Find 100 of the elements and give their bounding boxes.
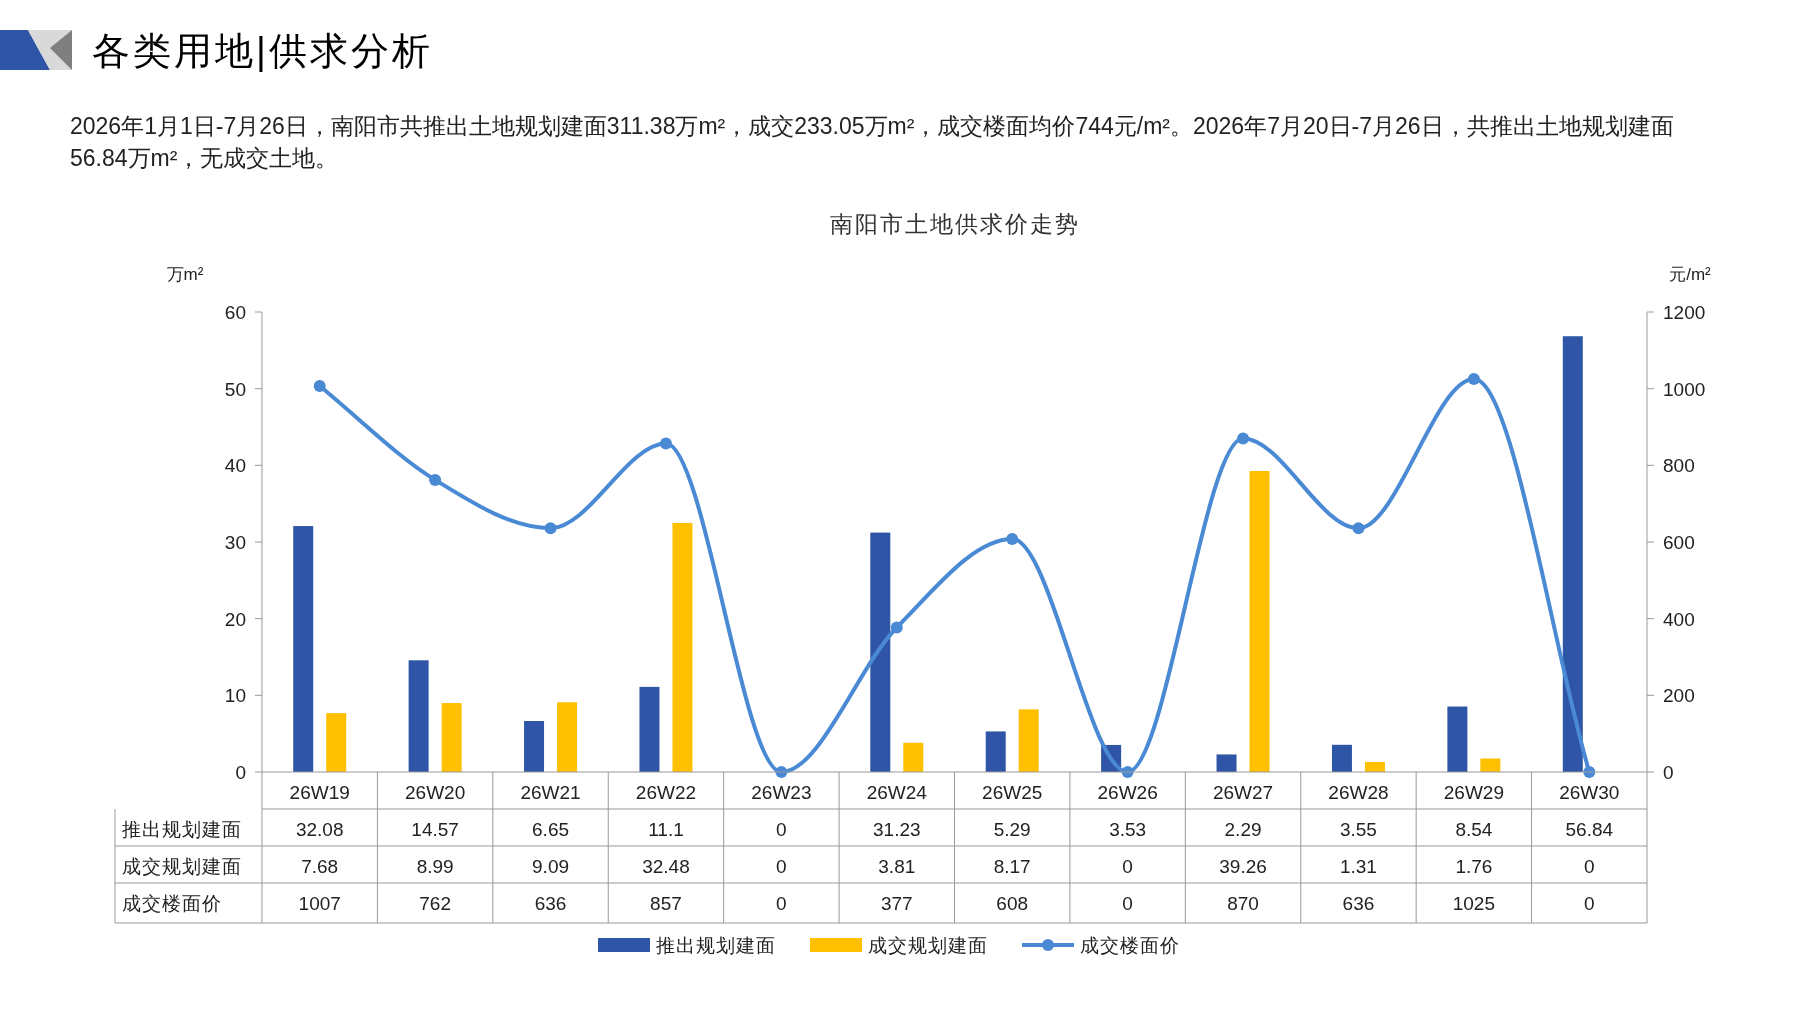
x-tick-label: 26W26 [1097, 782, 1158, 803]
y-tick-label: 30 [224, 532, 246, 553]
legend-label: 推出规划建面 [656, 935, 776, 956]
data-label: 1007 [298, 893, 341, 914]
bar [524, 721, 545, 772]
text: 成交楼面价 [122, 893, 222, 914]
y2-axis-title: 元/m² [1669, 265, 1712, 284]
x-tick-label: 26W22 [635, 782, 697, 803]
data-label: 1025 [1452, 893, 1496, 914]
y-tick-label: 60 [224, 302, 246, 323]
x-tick-label: 26W19 [289, 782, 350, 803]
data-label: 762 [419, 893, 451, 914]
point [659, 437, 672, 450]
bar [326, 713, 347, 772]
data-label: 6.65 [532, 819, 570, 840]
data-label: 8.17 [993, 856, 1031, 877]
bar [1249, 471, 1270, 772]
data-label: 0 [1584, 893, 1595, 914]
y2-tick-label: 200 [1663, 685, 1695, 707]
data-label: 0 [1122, 856, 1133, 877]
bar [985, 731, 1006, 772]
bar [557, 702, 578, 772]
y2-tick-label: 1000 [1663, 378, 1706, 400]
text: 2026年1月1日-7月26日，南阳市共推出土地规划建面311.38万m²，成交233.05万m²，成交楼面均价744元/m²。2026年7月20日-7月26日，共推出土地规划建面56.84万m²，无成交土地。 [70, 112, 1675, 173]
data-label: 3.53 [1109, 819, 1147, 840]
y2-tick-label: 0 [1663, 762, 1674, 783]
y2-tick-label: 400 [1663, 608, 1695, 630]
bar [441, 703, 462, 772]
x-tick-label: 26W23 [751, 782, 812, 803]
point [890, 621, 903, 634]
x-tick-label: 26W27 [1212, 782, 1274, 803]
data-label: 2.29 [1224, 819, 1262, 840]
x-tick-label: 26W21 [520, 782, 581, 803]
data-label: 1.31 [1339, 856, 1377, 877]
data-label: 0 [776, 856, 787, 877]
bar [672, 522, 693, 772]
bar [1447, 706, 1468, 772]
data-label: 3.55 [1339, 819, 1377, 840]
data-label: 608 [996, 893, 1029, 914]
x-tick-label: 26W24 [866, 782, 928, 803]
x-tick-label: 26W29 [1443, 782, 1504, 803]
bar [1331, 744, 1352, 772]
data-label: 0 [1584, 856, 1595, 877]
data-label: 32.48 [642, 856, 690, 877]
x-tick-label: 26W30 [1559, 782, 1620, 803]
y-tick-label: 20 [224, 608, 246, 630]
data-label: 870 [1227, 893, 1259, 914]
point [1006, 532, 1019, 545]
y-tick-label: 50 [224, 378, 246, 400]
text: 各类用地|供求分析 [92, 30, 433, 72]
bar [1018, 709, 1039, 772]
data-label: 9.09 [532, 856, 570, 877]
legend-label: 成交楼面价 [1080, 935, 1180, 956]
data-label: 7.68 [301, 856, 339, 877]
data-label: 8.99 [416, 856, 454, 877]
data-label: 377 [880, 893, 913, 914]
data-label: 636 [1342, 893, 1375, 914]
data-label: 11.1 [648, 819, 684, 840]
point [429, 473, 442, 486]
point [544, 522, 557, 535]
data-label: 0 [1122, 893, 1133, 914]
x-tick-label: 26W25 [982, 782, 1043, 803]
bar [293, 526, 314, 772]
bar [903, 742, 924, 772]
bar [870, 532, 891, 772]
x-tick-label: 26W28 [1328, 782, 1389, 803]
data-label: 31.23 [873, 819, 921, 840]
bar [1364, 761, 1385, 772]
chart-title: 南阳市土地供求价走势 [829, 211, 1080, 237]
data-label: 0 [776, 893, 787, 914]
point [313, 379, 326, 392]
data-label: 5.29 [993, 819, 1031, 840]
data-label: 0 [776, 819, 787, 840]
point [1237, 432, 1250, 445]
y-tick-label: 40 [224, 455, 246, 477]
data-label: 8.54 [1455, 819, 1493, 840]
point [1352, 522, 1365, 535]
y2-tick-label: 1200 [1663, 302, 1706, 323]
legend-label: 成交规划建面 [868, 935, 988, 956]
data-label: 3.81 [878, 856, 916, 877]
bar [408, 660, 429, 772]
data-label: 1.76 [1455, 856, 1493, 877]
y-tick-label: 0 [235, 762, 246, 783]
data-label: 56.84 [1565, 819, 1614, 840]
text: 成交规划建面 [122, 856, 242, 877]
point [1467, 373, 1480, 386]
bar [639, 686, 660, 772]
bar [1562, 336, 1583, 772]
y-axis-title: 万m² [166, 265, 204, 284]
y-tick-label: 10 [224, 685, 246, 707]
data-label: 14.57 [411, 819, 459, 840]
x-tick-label: 26W20 [405, 782, 466, 803]
data-label: 39.26 [1219, 856, 1267, 877]
data-label: 857 [650, 893, 682, 914]
data-label: 636 [534, 893, 567, 914]
y2-tick-label: 800 [1663, 455, 1695, 477]
y2-tick-label: 600 [1663, 532, 1695, 553]
bar [1216, 754, 1237, 772]
data-label: 32.08 [295, 819, 344, 840]
text: 推出规划建面 [122, 819, 242, 840]
